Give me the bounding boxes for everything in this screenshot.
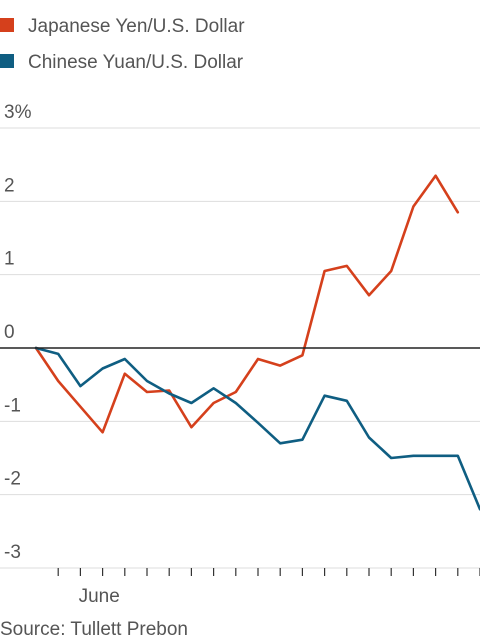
- y-tick-label: 2: [4, 175, 15, 196]
- legend-item: Japanese Yen/U.S. Dollar: [0, 16, 245, 37]
- y-tick-label: -1: [4, 395, 21, 416]
- legend-swatch: [0, 54, 14, 68]
- y-axis-tick-labels: 3% 2 1 0 -1 -2 -3: [4, 102, 32, 563]
- source-note: Source: Tullett Prebon: [0, 619, 188, 640]
- y-tick-label: 1: [4, 249, 15, 270]
- y-tick-label: -2: [4, 469, 21, 490]
- series-line: [34, 174, 460, 434]
- legend-label: Chinese Yuan/U.S. Dollar: [28, 52, 244, 73]
- legend-label: Japanese Yen/U.S. Dollar: [28, 16, 245, 37]
- legend-item: Chinese Yuan/U.S. Dollar: [0, 52, 244, 73]
- y-tick-label: 3%: [4, 102, 32, 123]
- series-lines: [0, 174, 480, 511]
- y-tick-label: 0: [4, 322, 15, 343]
- legend-swatch: [0, 18, 14, 32]
- y-tick-label: -3: [4, 542, 21, 563]
- x-axis: June: [57, 568, 480, 607]
- legend: Japanese Yen/U.S. Dollar Chinese Yuan/U.S…: [0, 16, 245, 73]
- x-tick-label: June: [79, 586, 120, 607]
